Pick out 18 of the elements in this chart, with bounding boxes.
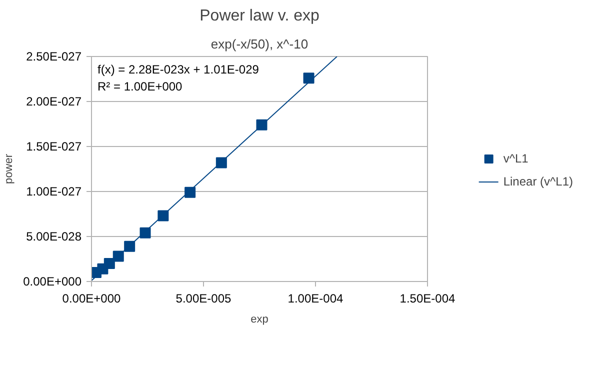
y-tick-label: 2.50E-027	[26, 50, 82, 64]
y-tick-label: 1.50E-027	[26, 140, 82, 154]
x-tick-label: 1.50E-004	[400, 292, 456, 306]
y-axis-title: power	[3, 154, 16, 184]
annotation: f(x) = 2.28E-023x + 1.01E-029	[98, 62, 260, 76]
chart-subtitle: exp(-x/50), x^-10	[210, 36, 308, 52]
x-axis-title: exp	[250, 314, 268, 326]
y-tick-label: 0.00E+000	[23, 274, 82, 288]
y-tick-label: 1.00E-027	[26, 184, 82, 198]
chart-title: Power law v. exp	[200, 8, 320, 24]
x-tick-label: 5.00E-005	[176, 292, 232, 306]
x-tick-label: 1.00E-004	[288, 292, 344, 306]
legend-label: Linear (v^L1)	[503, 174, 573, 188]
legend-label: v^L1	[503, 151, 528, 165]
y-tick-label: 5.00E-028	[26, 230, 82, 244]
y-tick-label: 2.00E-027	[26, 94, 82, 108]
x-tick-label: 0.00E+000	[62, 292, 122, 306]
annotation: R² = 1.00E+000	[98, 80, 183, 94]
